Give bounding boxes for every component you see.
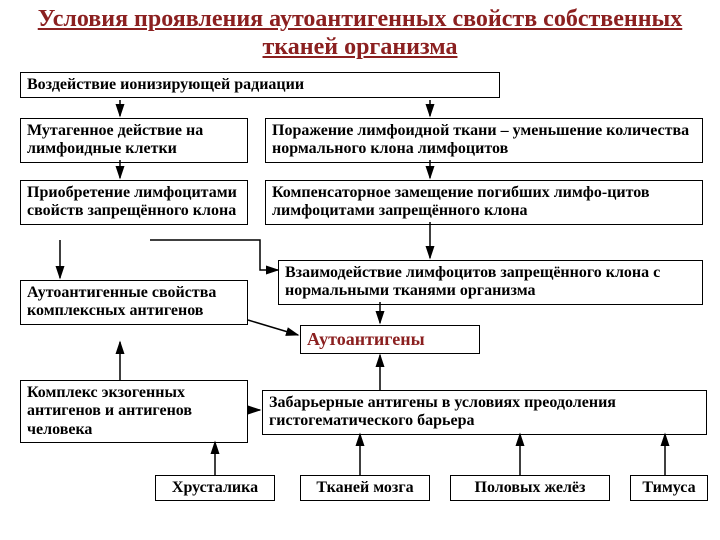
page-title: Условия проявления аутоантигенных свойст… [0, 6, 720, 61]
box-gonads: Половых желёз [450, 475, 610, 501]
box-forbidden-clone: Приобретение лимфоцитами свойств запрещё… [20, 180, 248, 225]
box-radiation: Воздействие ионизирующей радиации [20, 72, 500, 98]
box-barrier: Забарьерные антигены в условиях преодоле… [262, 390, 707, 435]
box-mutagenic: Мутагенное действие на лимфоидные клетки [20, 118, 248, 163]
box-brain: Тканей мозга [300, 475, 430, 501]
box-complex-props: Аутоантигенные свойства комплексных анти… [20, 280, 248, 325]
box-lymphoid-damage: Поражение лимфоидной ткани – уменьшение … [265, 118, 703, 163]
box-lens: Хрусталика [155, 475, 275, 501]
box-thymus: Тимуса [630, 475, 708, 501]
box-compensatory: Компенсаторное замещение погибших лимфо-… [265, 180, 703, 225]
box-autoantigens: Аутоантигены [300, 325, 480, 354]
box-exogenous-complex: Комплекс экзогенных антигенов и антигено… [20, 380, 248, 443]
box-interaction: Взаимодействие лимфоцитов запрещённого к… [278, 260, 703, 305]
